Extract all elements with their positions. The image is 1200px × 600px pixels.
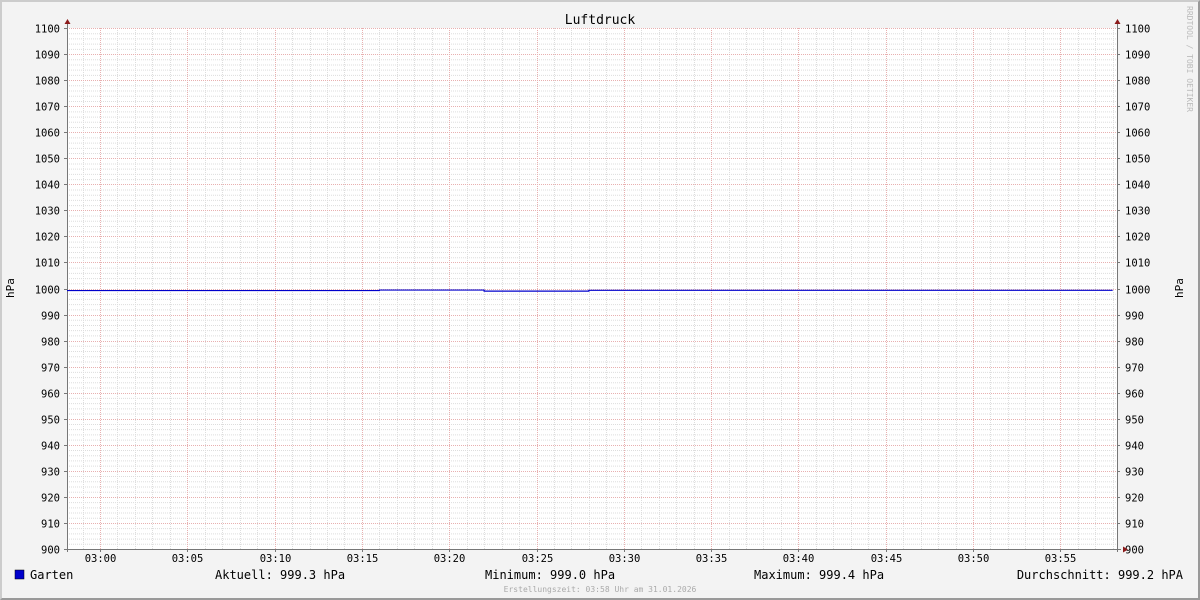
plot-area [67,28,1117,549]
footer-timestamp: Erstellungszeit: 03:58 Uhr am 31.01.2026 [504,585,697,594]
legend-swatch [14,569,25,580]
y-tick-label-left: 980 [41,337,60,349]
x-tick-label: 03:20 [434,553,466,565]
y-tick-label-left: 1100 [35,24,60,36]
y-tick-label-right: 1000 [1125,285,1150,297]
x-tick-label: 03:40 [783,553,815,565]
y-tick-label-left: 960 [41,389,60,401]
y-tick-label-left: 910 [41,519,60,531]
x-tick-label: 03:50 [958,553,990,565]
x-tick-label: 03:15 [347,553,379,565]
legend-minimum: Minimum: 999.0 hPa [485,568,615,582]
y-tick-label-left: 1080 [35,76,60,88]
y-tick-label-right: 990 [1125,311,1144,323]
legend-name: Garten [30,568,73,582]
y-tick-label-left: 1040 [35,180,60,192]
series-line-garten [67,289,1113,292]
y-tick-label-right: 900 [1125,545,1144,557]
y-tick-label-right: 910 [1125,519,1144,531]
y-tick-label-right: 930 [1125,467,1144,479]
legend-current: Aktuell: 999.3 hPa [215,568,345,582]
y-tick-label-left: 1050 [35,154,60,166]
y-axis-arrow-right [1114,19,1121,24]
x-tick-label: 03:25 [522,553,554,565]
y-tick-label-left: 1090 [35,50,60,62]
y-axis-arrow-left [64,19,71,24]
x-tick-label: 03:55 [1045,553,1077,565]
y-tick-label-left: 900 [41,545,60,557]
y-tick-label-left: 950 [41,415,60,427]
x-tick-label: 03:05 [172,553,204,565]
y-tick-label-right: 960 [1125,389,1144,401]
y-tick-label-right: 1020 [1125,232,1150,244]
y-tick-label-right: 1090 [1125,50,1150,62]
y-tick-label-left: 930 [41,467,60,479]
chart-title: Luftdruck [565,13,636,28]
y-tick-label-right: 980 [1125,337,1144,349]
y-tick-label-right: 950 [1125,415,1144,427]
y-axis-label-left: hPa [4,278,17,298]
y-tick-label-right: 1050 [1125,154,1150,166]
y-tick-label-right: 1060 [1125,128,1150,140]
y-tick-label-right: 1070 [1125,102,1150,114]
y-tick-label-left: 1070 [35,102,60,114]
x-tick-label: 03:00 [85,553,117,565]
x-tick-label: 03:30 [609,553,641,565]
legend-average: Durchschnitt: 999.2 hPA [1017,568,1184,582]
y-tick-label-right: 1040 [1125,180,1150,192]
y-tick-label-right: 1080 [1125,76,1150,88]
x-axis-arrow [1123,546,1128,553]
y-tick-label-right: 940 [1125,441,1144,453]
y-tick-label-right: 1030 [1125,206,1150,218]
y-tick-label-left: 970 [41,363,60,375]
y-tick-label-left: 990 [41,311,60,323]
x-tick-label: 03:10 [260,553,292,565]
legend-maximum: Maximum: 999.4 hPa [754,568,884,582]
y-tick-label-right: 970 [1125,363,1144,375]
y-tick-label-right: 920 [1125,493,1144,505]
x-tick-label: 03:35 [696,553,728,565]
y-tick-label-right: 1010 [1125,258,1150,270]
x-tick-label: 03:45 [871,553,903,565]
y-tick-label-left: 920 [41,493,60,505]
watermark: RRDTOOL / TOBI OETIKER [1185,6,1194,112]
y-tick-label-left: 1020 [35,232,60,244]
y-tick-label-right: 1100 [1125,24,1150,36]
y-tick-label-left: 1060 [35,128,60,140]
y-tick-label-left: 1010 [35,258,60,270]
y-tick-label-left: 940 [41,441,60,453]
y-tick-label-left: 1030 [35,206,60,218]
y-tick-label-left: 1000 [35,285,60,297]
y-axis-label-right: hPa [1173,278,1186,298]
